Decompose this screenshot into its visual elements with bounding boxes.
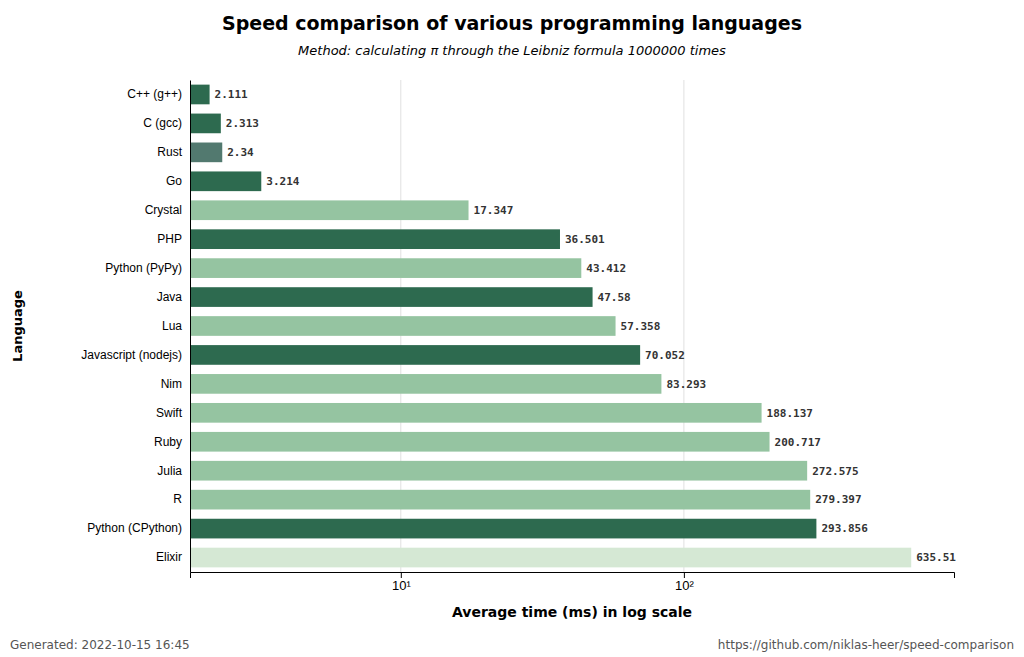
data-label: 2.313: [226, 117, 259, 130]
y-tick: Rust: [157, 145, 182, 159]
y-tick-label: C++ (g++): [127, 87, 182, 101]
data-label: 200.717: [775, 436, 821, 449]
y-tick-label: Rust: [157, 145, 182, 159]
data-label: 17.347: [474, 204, 514, 217]
y-tick: Julia: [157, 464, 182, 478]
y-tick-label: Go: [166, 174, 182, 188]
y-tick: Python (PyPy): [105, 261, 182, 275]
data-label: 188.137: [767, 407, 813, 420]
bar: [190, 171, 261, 191]
y-tick-label: R: [173, 492, 182, 506]
x-tick: 10²: [675, 572, 694, 593]
y-tick: Nim: [161, 377, 182, 391]
bar: [190, 548, 911, 568]
y-tick: C (gcc): [143, 116, 182, 130]
x-axis: 10¹ 10²: [191, 572, 955, 593]
x-tick-label: 10¹: [392, 578, 411, 593]
bar: [190, 200, 469, 220]
y-tick-label: Nim: [161, 377, 182, 391]
data-label: 272.575: [812, 465, 858, 478]
bar: [190, 114, 221, 134]
x-axis-title: Average time (ms) in log scale: [452, 604, 692, 620]
bar: [190, 229, 560, 249]
y-tick: R: [173, 492, 182, 506]
y-tick: Javascript (nodejs): [81, 348, 182, 362]
bar: [190, 403, 762, 423]
data-label: 2.111: [215, 88, 248, 101]
data-label: 43.412: [586, 262, 626, 275]
y-tick: Elixir: [156, 550, 182, 564]
y-tick-label: Javascript (nodejs): [81, 348, 182, 362]
subtitle: Method: calculating π through the Leibni…: [298, 43, 726, 58]
y-tick-label: Julia: [157, 464, 182, 478]
data-label: 47.58: [598, 291, 631, 304]
y-tick: Ruby: [154, 435, 182, 449]
bar: [190, 316, 616, 336]
x-tick: 10¹: [392, 572, 411, 593]
y-axis-line: [190, 81, 191, 573]
y-tick-label: Java: [157, 290, 183, 304]
bar: [190, 85, 210, 105]
y-tick: Lua: [162, 319, 182, 333]
bar: [190, 143, 222, 163]
data-label: 279.397: [815, 493, 861, 506]
y-tick: Java: [157, 290, 183, 304]
bar: [190, 490, 810, 510]
data-label: 83.293: [666, 378, 706, 391]
bar: [190, 432, 770, 452]
title: Speed comparison of various programming …: [222, 12, 802, 34]
y-axis: C++ (g++) C (gcc) Rust Go Crystal PHP Python (…: [81, 81, 190, 573]
y-tick: PHP: [157, 232, 182, 246]
bar: [190, 345, 640, 365]
plot-area: 2.111 2.313 2.34 3.214 17.347 36.501 43.412 47.…: [81, 80, 956, 593]
y-tick-label: Python (PyPy): [105, 261, 182, 275]
y-tick: Go: [166, 174, 182, 188]
bar: [190, 287, 593, 307]
footer: https://github.com/niklas-heer/speed-com…: [718, 638, 1014, 652]
x-tick-label: 10²: [675, 578, 694, 593]
x-tick-mark: [401, 572, 402, 578]
y-tick-label: Ruby: [154, 435, 182, 449]
data-label: 3.214: [266, 175, 299, 188]
x-axis-line: [191, 573, 955, 579]
y-tick-label: Python (CPython): [87, 521, 182, 535]
y-tick-label: C (gcc): [143, 116, 182, 130]
y-tick-label: PHP: [157, 232, 182, 246]
footer: Generated: 2022-10-15 16:45: [10, 638, 190, 652]
bar: [190, 519, 816, 539]
y-tick: Swift: [156, 406, 183, 420]
data-label: 70.052: [645, 349, 685, 362]
data-label: 2.34: [227, 146, 254, 159]
y-tick: Python (CPython): [87, 521, 182, 535]
y-tick-label: Crystal: [145, 203, 182, 217]
y-axis-title: Language: [10, 290, 25, 362]
x-tick-mark: [684, 572, 685, 578]
y-tick-label: Swift: [156, 406, 183, 420]
bar: [190, 258, 581, 278]
data-label: 57.358: [621, 320, 661, 333]
y-tick: Crystal: [145, 203, 182, 217]
data-label: 635.51: [916, 551, 956, 564]
bars: [190, 85, 911, 568]
bar: [190, 374, 661, 394]
chart: Speed comparison of various programming …: [0, 0, 1024, 657]
data-labels: 2.111 2.313 2.34 3.214 17.347 36.501 43.412 47.…: [215, 88, 957, 564]
data-label: 36.501: [565, 233, 605, 246]
y-tick-label: Elixir: [156, 550, 182, 564]
y-tick-label: Lua: [162, 319, 182, 333]
data-label: 293.856: [821, 522, 868, 535]
bar: [190, 461, 807, 481]
y-tick: C++ (g++): [127, 87, 182, 101]
